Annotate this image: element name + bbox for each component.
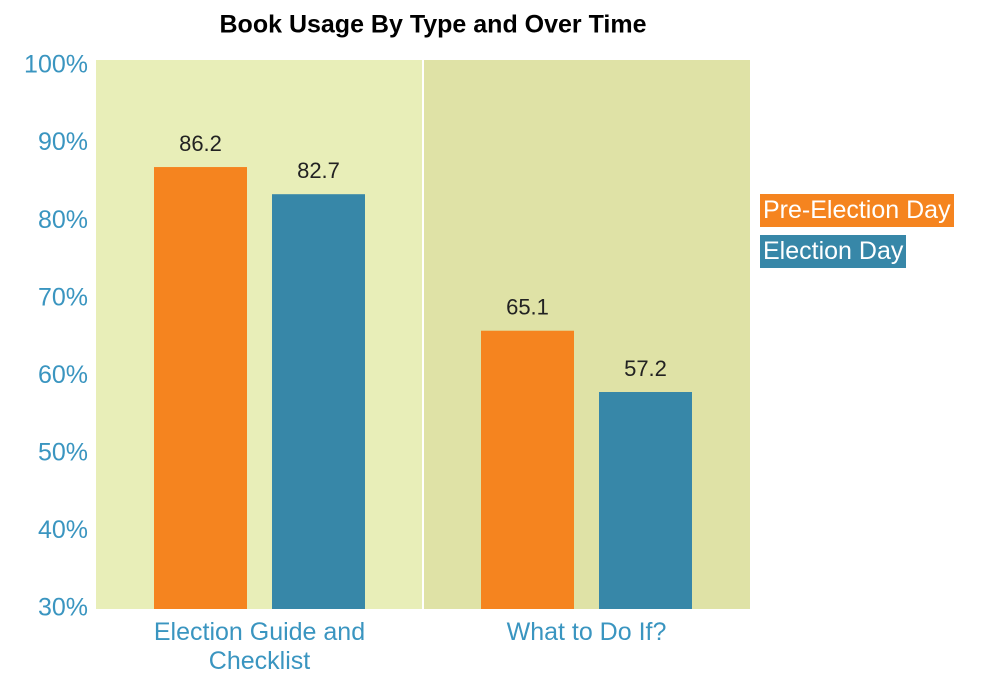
- y-tick-label: 50%: [38, 438, 88, 466]
- chart-title: Book Usage By Type and Over Time: [220, 11, 647, 39]
- category-band: [423, 60, 750, 609]
- y-tick-label: 40%: [38, 516, 88, 544]
- legend-entry: Election Day: [760, 235, 907, 268]
- bar: [599, 392, 692, 609]
- x-tick-label: Election Guide and Checklist: [153, 618, 366, 675]
- y-tick-label: 70%: [38, 283, 88, 311]
- y-tick-label: 80%: [38, 206, 88, 234]
- category-band: [96, 60, 423, 609]
- value-label: 86.2: [179, 131, 222, 156]
- value-label: 65.1: [506, 295, 549, 320]
- value-label: 82.7: [297, 158, 340, 183]
- y-tick-label: 100%: [24, 51, 88, 79]
- y-tick-label: 90%: [38, 128, 88, 156]
- bar: [481, 330, 574, 609]
- x-tick-label: What to Do If?: [506, 618, 667, 646]
- y-tick-label: 60%: [38, 361, 88, 389]
- bar: [154, 167, 247, 609]
- legend-entry: Pre-Election Day: [760, 194, 954, 227]
- value-label: 57.2: [624, 356, 667, 381]
- y-tick-label: 30%: [38, 594, 88, 622]
- bar: [272, 194, 365, 609]
